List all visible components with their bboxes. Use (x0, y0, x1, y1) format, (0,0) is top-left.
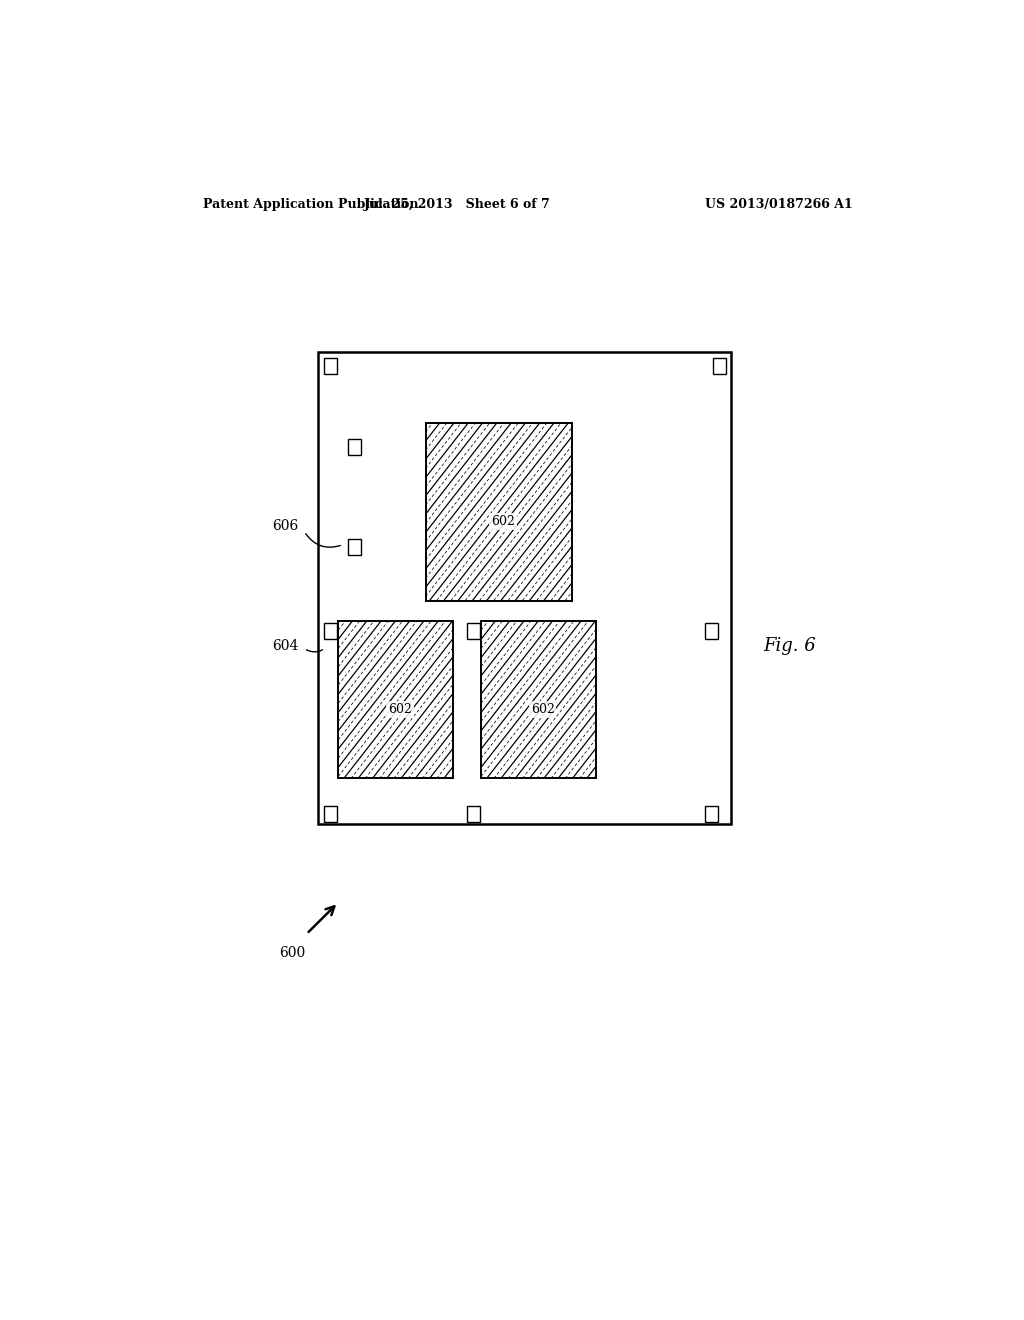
Bar (324, 623, 337, 639)
Text: 602: 602 (530, 704, 555, 717)
Text: 600: 600 (279, 946, 305, 960)
Bar (318, 351, 731, 824)
Bar (467, 805, 479, 822)
Bar (481, 620, 596, 779)
Bar (324, 358, 337, 374)
Text: Patent Application Publication: Patent Application Publication (204, 198, 419, 211)
Bar (467, 623, 479, 639)
Bar (481, 620, 596, 779)
Bar (426, 422, 572, 601)
Bar (324, 805, 337, 822)
Text: Jul. 25, 2013   Sheet 6 of 7: Jul. 25, 2013 Sheet 6 of 7 (364, 198, 551, 211)
Bar (348, 539, 360, 554)
Text: 604: 604 (272, 639, 299, 653)
Text: 602: 602 (388, 704, 412, 717)
Text: US 2013/0187266 A1: US 2013/0187266 A1 (705, 198, 853, 211)
Bar (705, 623, 718, 639)
Text: Fig. 6: Fig. 6 (763, 638, 816, 655)
Bar (705, 805, 718, 822)
Bar (348, 440, 360, 455)
Bar (338, 620, 454, 779)
Bar (426, 422, 572, 601)
Text: 606: 606 (272, 519, 299, 533)
Bar (713, 358, 726, 374)
Text: 602: 602 (492, 515, 515, 528)
Bar (338, 620, 454, 779)
